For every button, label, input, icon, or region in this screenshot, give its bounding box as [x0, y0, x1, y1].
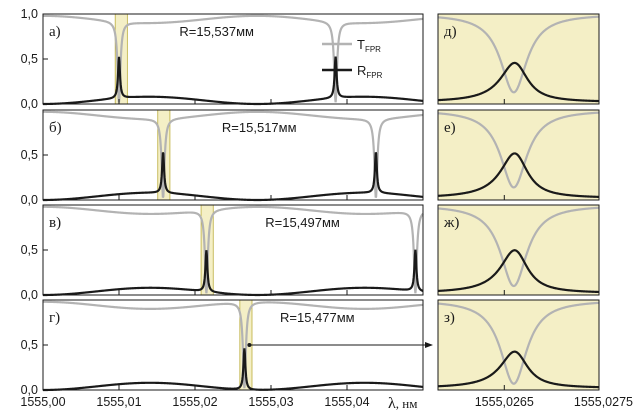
zoom-panel-3: ж): [437, 204, 600, 296]
series-R-line: [437, 249, 600, 294]
legend: TFPR RFPR: [322, 37, 383, 80]
zoom-panel-4: з): [437, 299, 600, 391]
series-T-line: [43, 300, 424, 389]
series-T-line: [42, 14, 424, 103]
x-tick-label: 1555,00: [20, 395, 65, 409]
y-tick-label: 0,0: [21, 97, 38, 111]
plot-frame: [437, 109, 600, 201]
overlay: [247, 342, 433, 348]
panel-label: а): [49, 24, 61, 40]
panel-label: д): [444, 24, 457, 40]
y-tick-label: 1,0: [21, 7, 38, 21]
y-tick-label: 0,5: [21, 148, 38, 162]
plot-frame: [437, 13, 600, 105]
panel-label: ж): [443, 215, 459, 231]
x-tick-label: 1555,04: [324, 395, 369, 409]
y-tick-label: 0,0: [21, 383, 38, 397]
y-tick-label: 0,5: [21, 338, 38, 352]
x-axis-label: λ, нм: [388, 395, 417, 412]
zoom-background: [438, 14, 599, 104]
panel-label: б): [49, 120, 62, 136]
series-R-line: [43, 152, 424, 202]
x-tick-label: 1555,03: [248, 395, 293, 409]
radius-label: R=15,497мм: [265, 215, 340, 230]
series-R-line: [437, 350, 600, 389]
y-tick-label: 0,5: [21, 243, 38, 257]
panel-label: в): [49, 215, 61, 231]
plot-frame: [437, 299, 600, 391]
series-R-line: [437, 152, 600, 198]
x-tick-label: 1555,0275: [574, 395, 633, 409]
panel-4: 0,0 0,5 г) R=15,477мм: [21, 299, 424, 397]
plot-frame: [437, 204, 600, 296]
series-R-line: [43, 249, 424, 297]
series-T-line: [437, 111, 599, 189]
zoom-panel-1: д): [437, 13, 600, 105]
series-T-line: [437, 301, 600, 385]
radius-label: R=15,537мм: [179, 24, 254, 39]
plot-frame: [42, 204, 424, 296]
x-tick-label: 1555,02: [172, 395, 217, 409]
panel-2: 0,0 0,5 б) R=15,517мм: [21, 109, 424, 207]
x-tick-label: 1555,0265: [475, 395, 534, 409]
series-T-line: [437, 206, 600, 288]
x-tick-label: 1555,01: [96, 395, 141, 409]
legend-entry: RFPR: [357, 63, 383, 80]
series-T-line: [43, 110, 424, 198]
series-R-line: [437, 61, 600, 103]
panel-label: г): [49, 310, 60, 326]
zoom-panel-2: е): [437, 109, 600, 201]
panel-1: 0,0 0,5 1,0 а) R=15,537мм: [21, 7, 424, 111]
radius-label: R=15,517мм: [222, 120, 297, 135]
radius-label: R=15,477мм: [280, 310, 355, 325]
series-R-line: [43, 56, 424, 106]
panel-3: 0,0 0,5 в) R=15,497мм: [21, 204, 424, 302]
y-tick-label: 0,5: [21, 52, 38, 66]
series-T-line: [43, 205, 424, 294]
y-tick-label: 0,0: [21, 288, 38, 302]
panel-label: з): [444, 310, 455, 326]
series-T-line: [437, 15, 599, 94]
y-tick-label: 0,0: [21, 193, 38, 207]
panel-label: е): [444, 120, 456, 136]
series-R-line: [43, 348, 424, 392]
legend-entry: TFPR: [357, 37, 381, 54]
right-column: д) е) ж) з) 1555,0265 1555,0275: [437, 13, 633, 409]
